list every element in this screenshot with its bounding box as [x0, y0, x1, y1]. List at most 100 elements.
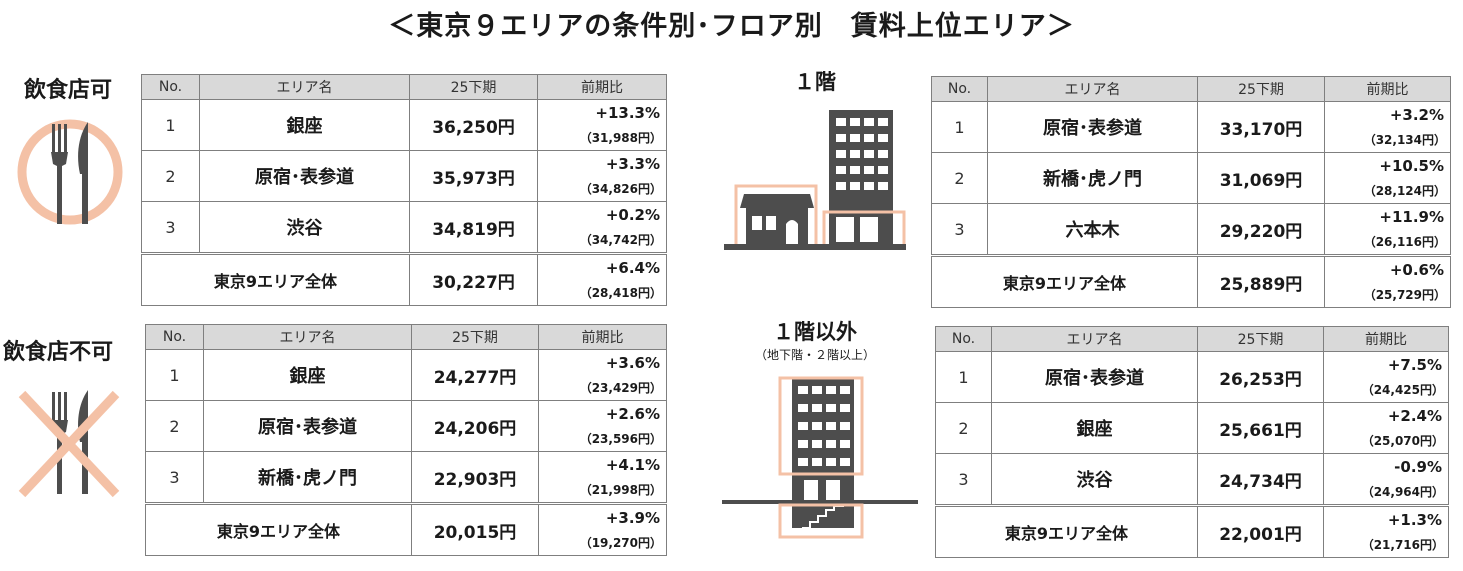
row-ratio: +13.3% （31,988円）: [537, 99, 667, 151]
row-rent: 33,170円: [1197, 101, 1325, 153]
ratio-prev: （23,596円）: [579, 432, 662, 446]
row-rent: 35,973円: [409, 150, 538, 202]
table-row: 2 銀座 25,661円 +2.4% （25,070円）: [935, 402, 1449, 454]
table-row: 1 銀座 36,250円 +13.3% （31,988円）: [141, 99, 667, 151]
ratio-pct: +3.2%: [1389, 106, 1444, 124]
header-period: 25下期: [411, 324, 539, 350]
header-no: No.: [931, 76, 988, 102]
row-no: 2: [145, 400, 204, 452]
ratio-prev: （34,826円）: [579, 182, 662, 196]
row-ratio: +3.3% （34,826円）: [537, 150, 667, 202]
total-rent: 30,227円: [409, 252, 538, 306]
ratio-pct: -0.9%: [1394, 458, 1442, 476]
row-rent: 24,206円: [411, 400, 539, 452]
row-no: 3: [145, 451, 204, 504]
row-area: 新橋･虎ノ門: [987, 152, 1198, 204]
row-no: 3: [935, 453, 992, 506]
total-ratio: +3.9% （19,270円）: [538, 502, 667, 556]
fork-knife-crossed-icon: [18, 390, 120, 498]
ratio-prev: （34,742円）: [579, 233, 662, 247]
ratio-prev: （19,270円）: [579, 536, 662, 550]
row-no: 1: [145, 349, 204, 401]
fork-knife-icon: [17, 119, 123, 225]
header-period: 25下期: [409, 74, 538, 100]
row-ratio: +7.5% （24,425円）: [1323, 351, 1449, 403]
total-rent: 25,889円: [1197, 254, 1325, 308]
ratio-prev: （31,988円）: [579, 131, 662, 145]
page-title: ＜東京９エリアの条件別･フロア別 賃料上位エリア＞: [388, 11, 1075, 42]
ratio-prev: （21,998円）: [579, 483, 662, 497]
ratio-pct: +11.9%: [1379, 208, 1444, 226]
ratio-pct: +7.5%: [1387, 356, 1442, 374]
table-row: 3 六本木 29,220円 +11.9% （26,116円）: [931, 203, 1451, 256]
total-ratio: +6.4% （28,418円）: [537, 252, 667, 306]
header-no: No.: [935, 326, 992, 352]
row-no: 3: [141, 201, 200, 254]
row-area: 六本木: [987, 203, 1198, 256]
table-total-row: 東京9エリア全体 20,015円 +3.9% （19,270円）: [145, 502, 667, 556]
row-no: 2: [141, 150, 200, 202]
row-no: 2: [935, 402, 992, 454]
row-area: 原宿･表参道: [199, 150, 410, 202]
table-row: 2 原宿･表参道 24,206円 +2.6% （23,596円）: [145, 400, 667, 452]
row-ratio: +3.6% （23,429円）: [538, 349, 667, 401]
table-row: 3 新橋･虎ノ門 22,903円 +4.1% （21,998円）: [145, 451, 667, 504]
row-area: 原宿･表参道: [203, 400, 412, 452]
row-rent: 26,253円: [1197, 351, 1324, 403]
ratio-pct: +6.4%: [605, 259, 660, 277]
header-ratio: 前期比: [538, 324, 667, 350]
row-rent: 29,220円: [1197, 203, 1325, 256]
ratio-prev: （24,425円）: [1361, 383, 1444, 397]
label-floor-other: １階以外: [773, 320, 857, 344]
table-floor1: No. エリア名 25下期 前期比 1 原宿･表参道 33,170円 +3.2%…: [931, 76, 1451, 308]
table-total-row: 東京9エリア全体 30,227円 +6.4% （28,418円）: [141, 252, 667, 306]
table-row: 3 渋谷 24,734円 -0.9% （24,964円）: [935, 453, 1449, 506]
ratio-pct: +13.3%: [595, 104, 660, 122]
total-label: 東京9エリア全体: [141, 252, 410, 306]
row-area: 新橋･虎ノ門: [203, 451, 412, 504]
ratio-pct: +2.4%: [1387, 407, 1442, 425]
table-row: 2 原宿･表参道 35,973円 +3.3% （34,826円）: [141, 150, 667, 202]
table-total-row: 東京9エリア全体 22,001円 +1.3% （21,716円）: [935, 504, 1449, 558]
row-no: 3: [931, 203, 988, 256]
header-no: No.: [145, 324, 204, 350]
header-area: エリア名: [991, 326, 1198, 352]
ratio-prev: （25,070円）: [1361, 434, 1444, 448]
table-total-row: 東京9エリア全体 25,889円 +0.6% （25,729円）: [931, 254, 1451, 308]
header-area: エリア名: [987, 76, 1198, 102]
row-rent: 36,250円: [409, 99, 538, 151]
total-ratio: +1.3% （21,716円）: [1323, 504, 1449, 558]
row-ratio: +3.2% （32,134円）: [1324, 101, 1451, 153]
total-label: 東京9エリア全体: [935, 504, 1198, 558]
header-period: 25下期: [1197, 76, 1325, 102]
total-ratio: +0.6% （25,729円）: [1324, 254, 1451, 308]
row-area: 渋谷: [199, 201, 410, 254]
label-floor1: １階: [794, 70, 836, 94]
building-upper-floor-icon: [722, 376, 918, 539]
row-rent: 24,277円: [411, 349, 539, 401]
total-rent: 22,001円: [1197, 504, 1324, 558]
row-no: 1: [141, 99, 200, 151]
total-label: 東京9エリア全体: [145, 502, 412, 556]
ratio-pct: +4.1%: [605, 456, 660, 474]
row-rent: 22,903円: [411, 451, 539, 504]
row-ratio: -0.9% （24,964円）: [1323, 453, 1449, 506]
row-ratio: +11.9% （26,116円）: [1324, 203, 1451, 256]
row-no: 2: [931, 152, 988, 204]
row-ratio: +10.5% （28,124円）: [1324, 152, 1451, 204]
ratio-pct: +0.2%: [605, 206, 660, 224]
row-area: 渋谷: [991, 453, 1198, 506]
row-area: 銀座: [991, 402, 1198, 454]
row-ratio: +4.1% （21,998円）: [538, 451, 667, 504]
label-floor-other-sub: （地下階・２階以上）: [754, 348, 875, 362]
row-no: 1: [931, 101, 988, 153]
ratio-prev: （25,729円）: [1363, 288, 1446, 302]
label-restaurant-ng: 飲食店不可: [3, 340, 114, 365]
row-area: 銀座: [203, 349, 412, 401]
table-row: 1 銀座 24,277円 +3.6% （23,429円）: [145, 349, 667, 401]
row-rent: 24,734円: [1197, 453, 1324, 506]
total-label: 東京9エリア全体: [931, 254, 1198, 308]
ratio-pct: +2.6%: [605, 405, 660, 423]
building-ground-floor-icon: [724, 110, 906, 250]
ratio-pct: +3.6%: [605, 354, 660, 372]
